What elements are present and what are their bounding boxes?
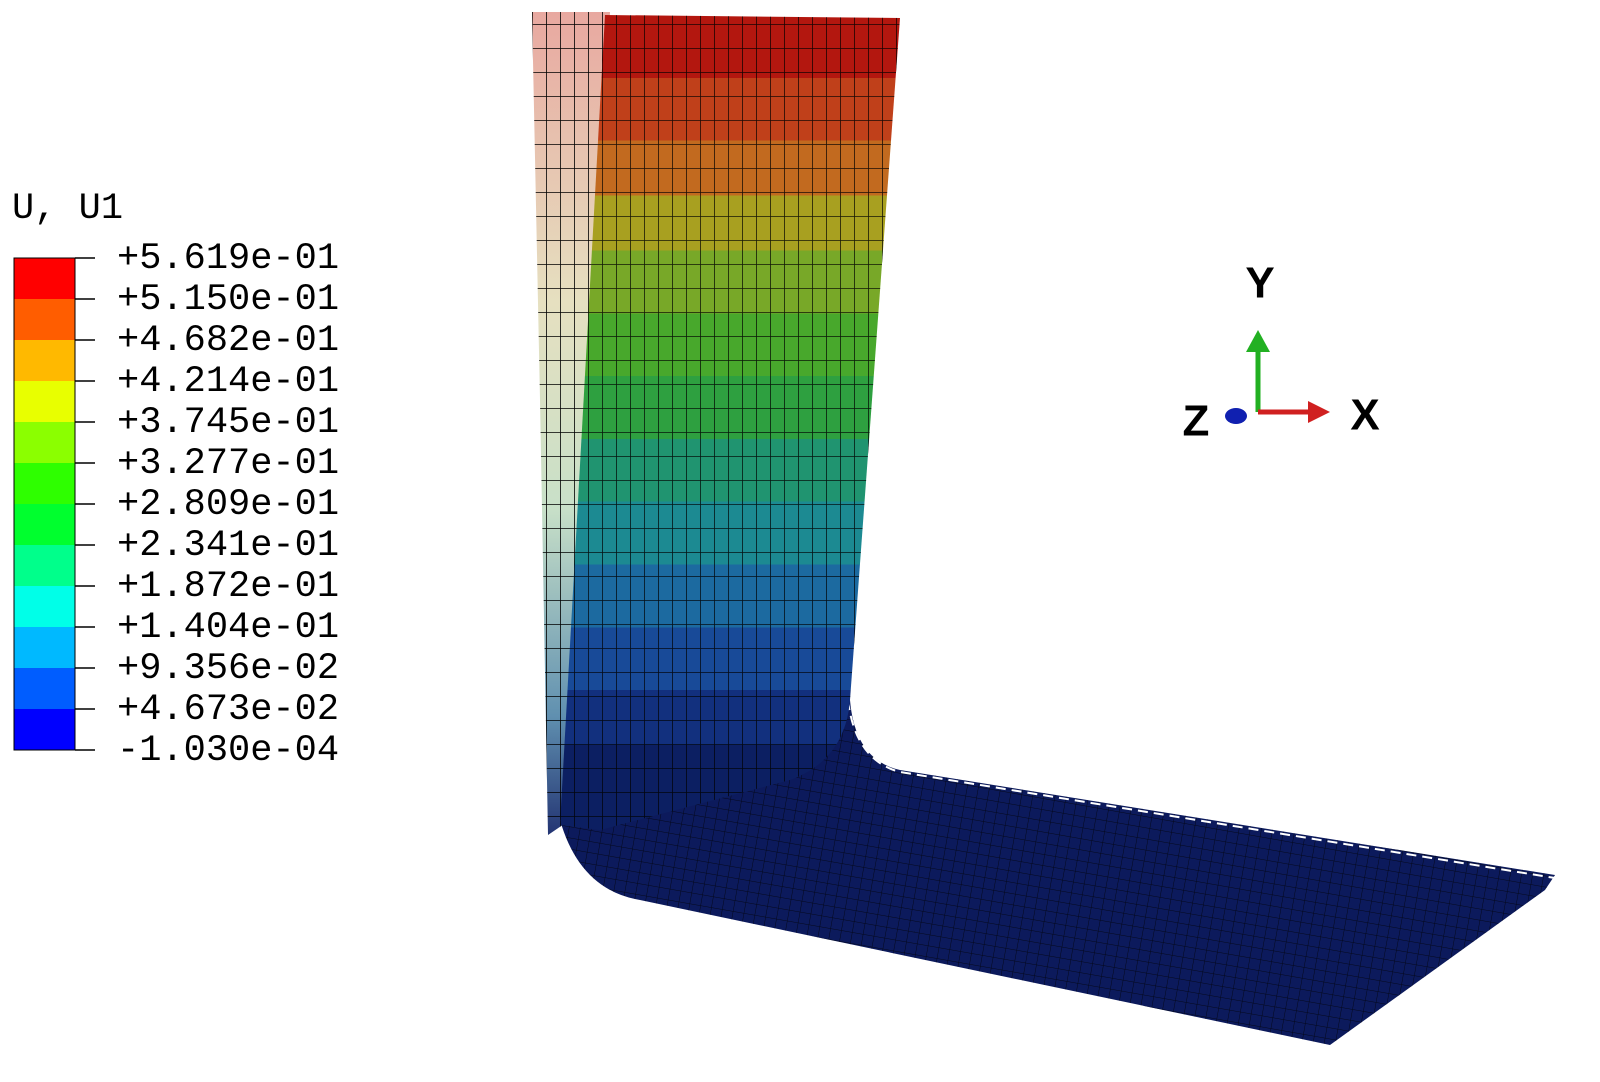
floor-mesh (560, 690, 1555, 1045)
legend-swatch (14, 422, 75, 463)
legend-swatch (14, 586, 75, 627)
model (532, 12, 1556, 1045)
legend-swatch (14, 545, 75, 586)
y-arrow-head (1246, 330, 1270, 352)
legend-label: +5.619e-01 (117, 238, 339, 280)
legend-scale: +5.619e-01+5.150e-01+4.682e-01+4.214e-01… (13, 238, 339, 772)
legend-title: U, U1 (12, 188, 123, 230)
z-arrow (1225, 408, 1247, 424)
legend-swatch (14, 504, 75, 545)
x-axis-label: X (1350, 391, 1379, 440)
legend-label: +4.682e-01 (117, 320, 339, 362)
legend-label: +4.214e-01 (117, 361, 339, 403)
z-axis-label: Z (1183, 397, 1210, 446)
legend-label: +5.150e-01 (117, 279, 339, 321)
legend-label: -1.030e-04 (117, 730, 339, 772)
legend-label: +4.673e-02 (117, 689, 339, 731)
legend-label: +2.341e-01 (117, 525, 339, 567)
floor-edge (847, 699, 1556, 879)
legend-swatch (14, 340, 75, 381)
y-axis-label: Y (1245, 259, 1274, 308)
legend-swatch (14, 463, 75, 504)
legend-label: +1.404e-01 (117, 607, 339, 649)
legend-label: +9.356e-02 (117, 648, 339, 690)
legend-swatch (14, 709, 75, 750)
legend-swatch (14, 381, 75, 422)
legend-swatch (14, 258, 75, 299)
legend-swatch (14, 627, 75, 668)
legend: U, U1 +5.619e-01+5.150e-01+4.682e-01+4.2… (12, 188, 339, 772)
legend-label: +2.809e-01 (117, 484, 339, 526)
legend-label: +1.872e-01 (117, 566, 339, 608)
x-arrow-head (1308, 401, 1330, 423)
edge-flange-mesh (532, 12, 610, 835)
legend-swatch (14, 299, 75, 340)
axis-triad: Y Z X (1183, 259, 1380, 446)
legend-label: +3.277e-01 (117, 443, 339, 485)
legend-label: +3.745e-01 (117, 402, 339, 444)
wall-mesh (560, 15, 900, 830)
legend-swatch (14, 668, 75, 709)
